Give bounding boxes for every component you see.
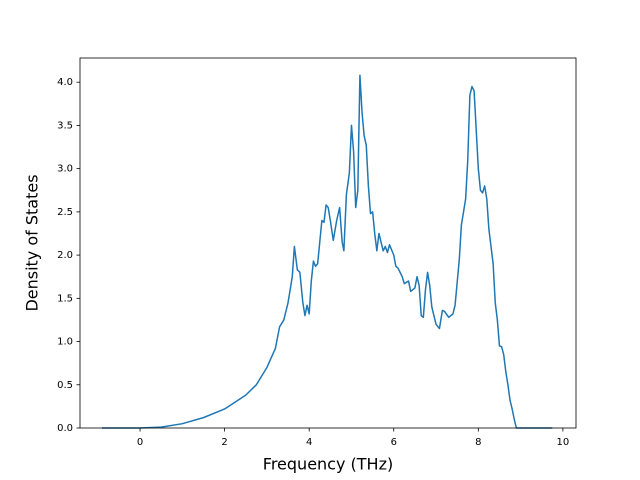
y-tick-label: 3.0 [57, 164, 73, 175]
y-tick-label: 1.5 [57, 293, 73, 304]
y-tick-label: 0.5 [57, 380, 73, 391]
plot-frame [79, 57, 577, 429]
y-tick-label: 3.5 [57, 120, 73, 131]
y-axis-label: Density of States [23, 174, 42, 311]
y-tick-label: 2.0 [57, 250, 73, 261]
x-tick-label: 0 [137, 437, 143, 448]
y-tick-label: 4.0 [57, 77, 73, 88]
x-tick-label: 4 [306, 437, 312, 448]
x-tick-label: 6 [391, 437, 397, 448]
x-tick-label: 8 [475, 437, 481, 448]
y-tick-label: 0.0 [57, 423, 73, 434]
y-tick-label: 2.5 [57, 207, 73, 218]
line [101, 74, 553, 429]
x-tick-label: 10 [557, 437, 570, 448]
y-tick-label: 1.0 [57, 337, 73, 348]
x-axis-label: Frequency (THz) [263, 455, 393, 474]
x-tick-label: 2 [221, 437, 227, 448]
